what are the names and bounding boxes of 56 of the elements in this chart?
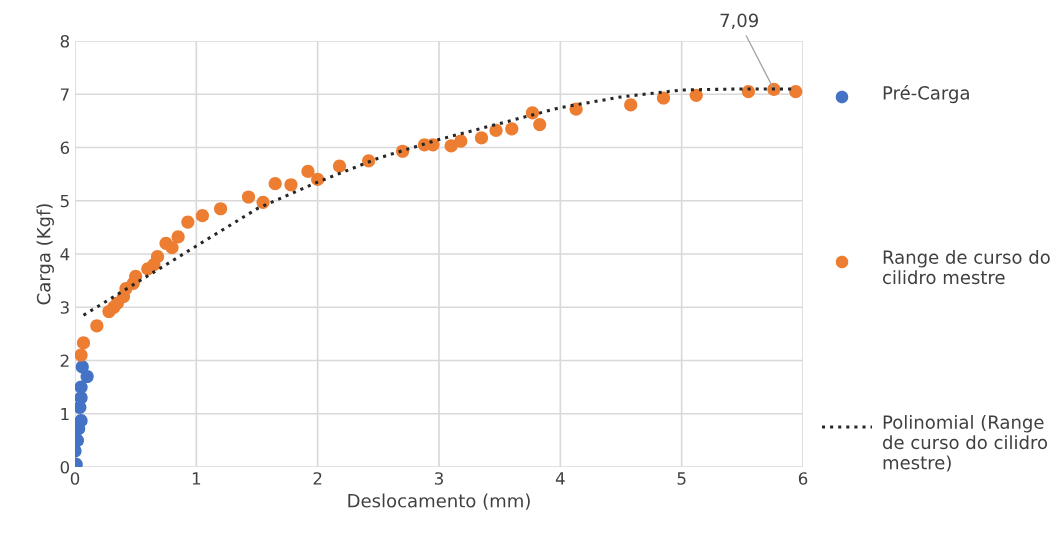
legend-label: Polinomial (Range de curso do cilidro mestre) bbox=[883, 415, 1048, 472]
y-tick-label: 3 bbox=[60, 301, 69, 314]
point bbox=[150, 250, 165, 264]
y-tick-label: 8 bbox=[60, 34, 69, 48]
point bbox=[241, 190, 256, 204]
y-tick-label: 2 bbox=[60, 354, 69, 367]
point bbox=[80, 369, 94, 384]
point bbox=[332, 159, 347, 173]
annotation: 7,09 bbox=[720, 13, 758, 30]
point bbox=[268, 177, 282, 191]
x-tick-label: 4 bbox=[555, 472, 565, 485]
point bbox=[214, 202, 228, 216]
point bbox=[75, 391, 88, 405]
x-tick-label: 6 bbox=[798, 472, 808, 485]
point bbox=[624, 98, 638, 112]
point bbox=[656, 91, 671, 105]
point bbox=[75, 348, 88, 362]
point bbox=[741, 85, 755, 99]
legend-label: Range de curso do cilidro mestre bbox=[883, 250, 1050, 285]
point bbox=[284, 178, 298, 192]
point bbox=[256, 195, 270, 209]
point bbox=[789, 85, 803, 99]
point bbox=[171, 230, 185, 244]
point bbox=[75, 360, 89, 374]
point bbox=[195, 209, 209, 223]
y-tick-label: 4 bbox=[60, 248, 70, 261]
point bbox=[362, 154, 376, 168]
y-tick-label: 0 bbox=[60, 460, 70, 474]
point bbox=[525, 106, 540, 120]
point bbox=[76, 336, 91, 350]
x-axis-title: Deslocamento (mm) bbox=[348, 493, 530, 510]
x-tick-label: 1 bbox=[192, 472, 201, 485]
y-tick-label: 1 bbox=[61, 407, 69, 421]
point bbox=[489, 123, 503, 138]
x-tick-label: 3 bbox=[434, 472, 443, 485]
point bbox=[505, 122, 519, 136]
point bbox=[90, 319, 104, 333]
point bbox=[75, 414, 88, 428]
y-axis-title: Carga (Kgf) bbox=[36, 204, 54, 305]
point bbox=[689, 88, 703, 102]
x-tick-label: 0 bbox=[70, 472, 80, 485]
point bbox=[75, 380, 88, 394]
point bbox=[454, 134, 468, 148]
point bbox=[311, 172, 325, 187]
point bbox=[533, 118, 547, 132]
point bbox=[165, 241, 179, 255]
x-tick-label: 2 bbox=[313, 472, 322, 485]
y-tick-label: 6 bbox=[60, 141, 70, 155]
point bbox=[426, 138, 440, 152]
legend-label: Pré-Carga bbox=[883, 85, 969, 104]
y-tick-label: 7 bbox=[60, 88, 69, 101]
point bbox=[474, 131, 489, 145]
point bbox=[181, 215, 195, 229]
point bbox=[301, 164, 315, 179]
x-tick-label: 5 bbox=[677, 472, 686, 485]
y-tick-label: 5 bbox=[60, 194, 69, 208]
